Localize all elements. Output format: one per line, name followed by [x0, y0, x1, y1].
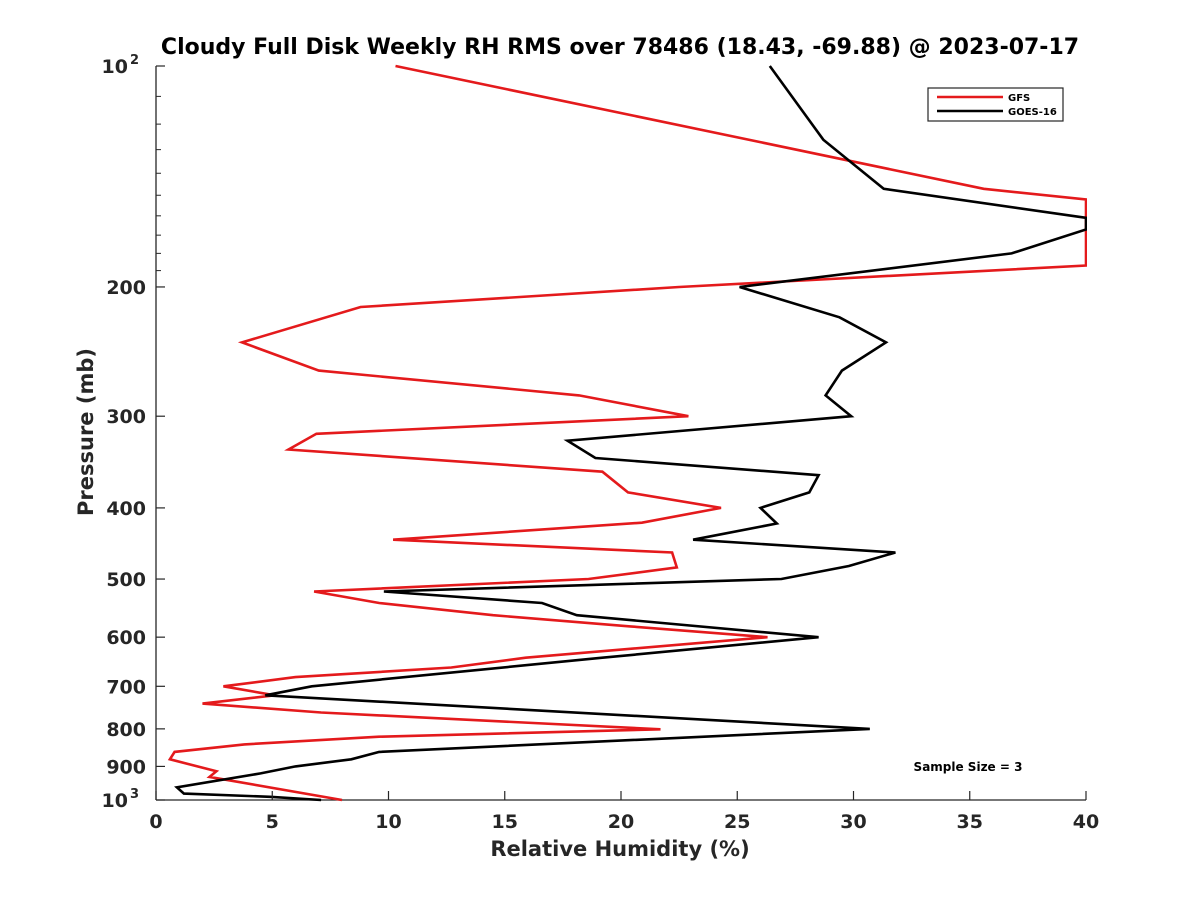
- y-tick-label: 600: [106, 627, 146, 649]
- x-axis-label: Relative Humidity (%): [490, 837, 749, 861]
- y-tick-label: 800: [106, 719, 146, 741]
- y-axis-label: Pressure (mb): [74, 348, 98, 516]
- x-tick-label: 5: [266, 811, 279, 833]
- series-layer: [167, 64, 1087, 802]
- y-tick-label: 10: [102, 56, 128, 78]
- y-tick-exponent: 2: [130, 53, 139, 68]
- y-tick-label: 400: [106, 498, 146, 520]
- y-tick-label: 900: [106, 756, 146, 778]
- x-tick-label: 25: [724, 811, 750, 833]
- x-tick-label: 40: [1073, 811, 1099, 833]
- x-tick-label: 20: [608, 811, 634, 833]
- x-tick-label: 30: [840, 811, 866, 833]
- chart-title: Cloudy Full Disk Weekly RH RMS over 7848…: [161, 35, 1079, 60]
- series-line-gfs: [167, 64, 1087, 802]
- y-tick-label: 500: [106, 569, 146, 591]
- legend-box: [927, 87, 1064, 122]
- y-tick-label: 300: [106, 406, 146, 428]
- y-tick-label: 10: [102, 790, 128, 812]
- y-tick-label: 200: [106, 277, 146, 299]
- x-tick-label: 0: [149, 811, 162, 833]
- legend: GFS GOES-16: [927, 87, 1064, 122]
- x-tick-label: 15: [492, 811, 518, 833]
- y-tick-label: 700: [106, 676, 146, 698]
- sample-size-annotation: Sample Size = 3: [914, 760, 1023, 774]
- series-line-goes16: [174, 65, 1087, 802]
- legend-label-goes16: GOES-16: [1008, 107, 1057, 118]
- legend-label-gfs: GFS: [1008, 93, 1030, 104]
- y-tick-exponent: 3: [130, 787, 139, 802]
- x-tick-label: 10: [375, 811, 401, 833]
- x-tick-label: 35: [957, 811, 983, 833]
